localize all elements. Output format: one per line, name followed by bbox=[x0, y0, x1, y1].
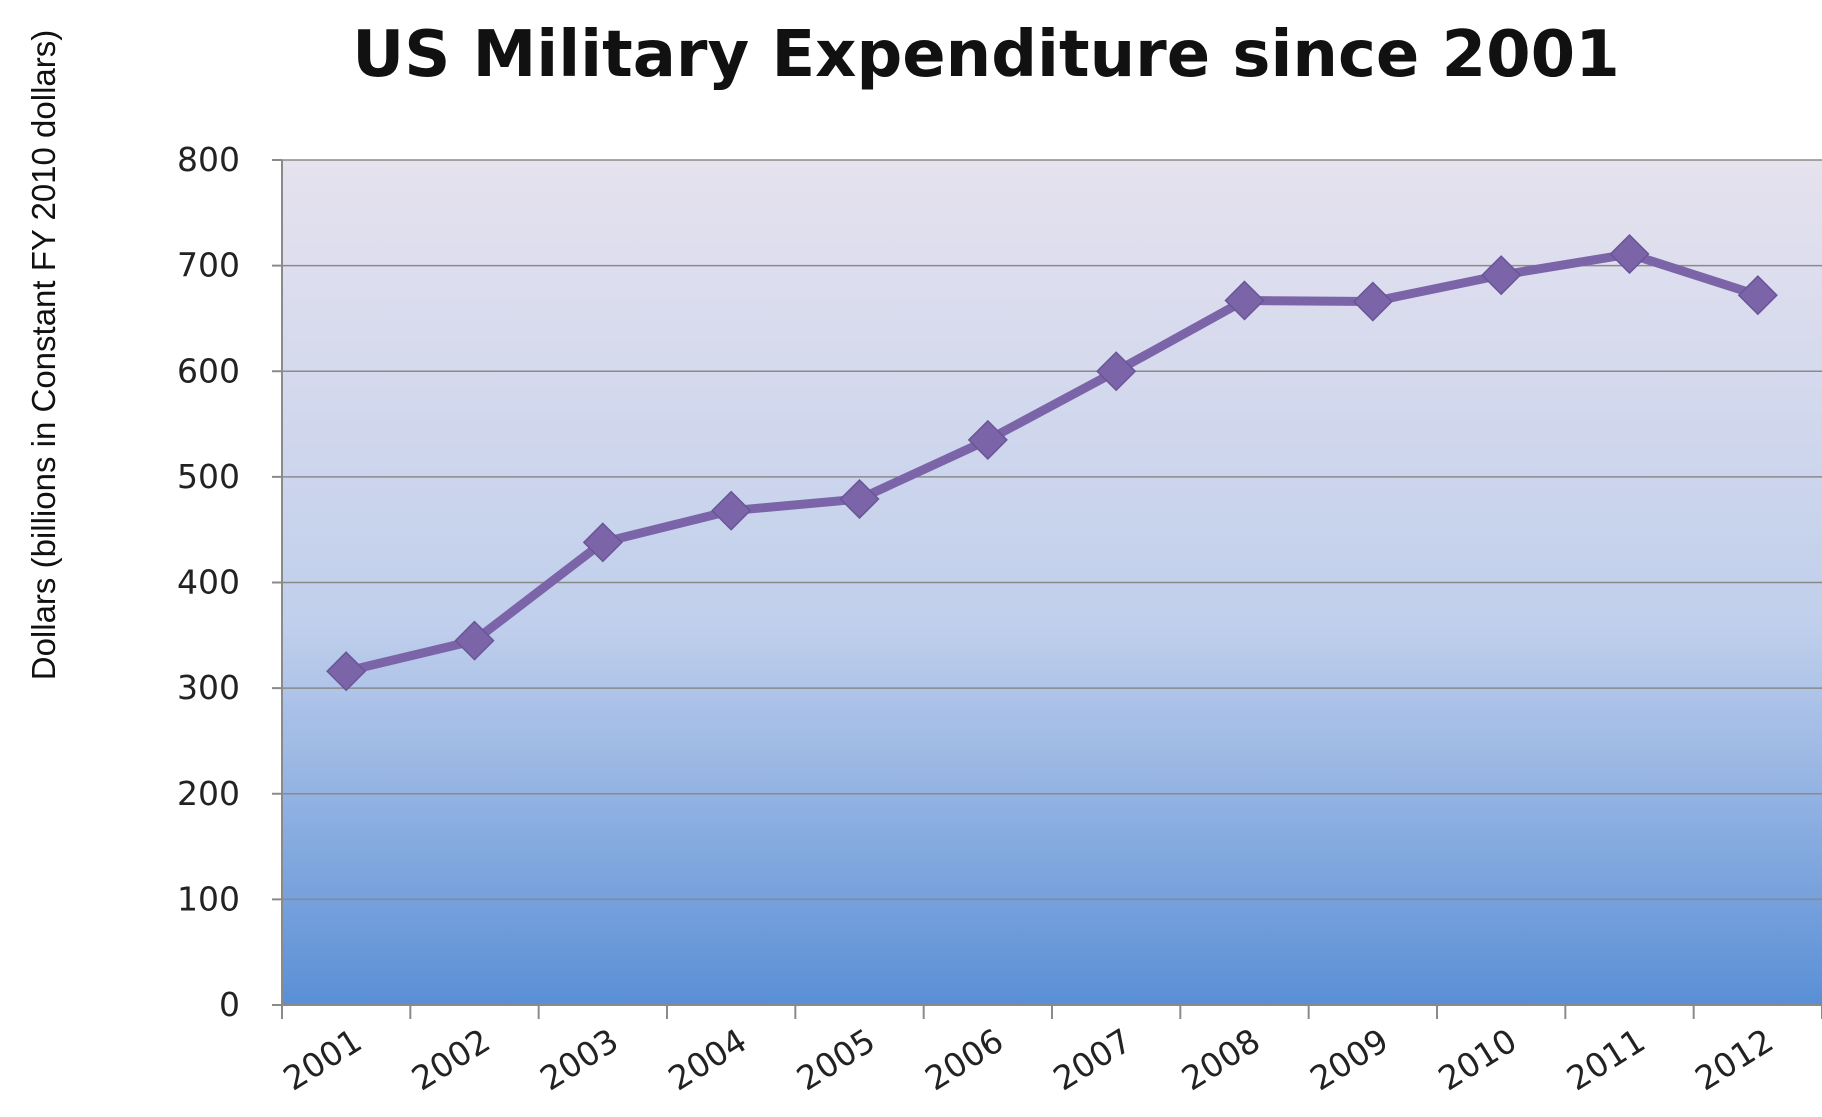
y-tick-label-0: 0 bbox=[219, 985, 240, 1024]
y-tick-labels: 0 100 200 300 400 500 600 700 800 bbox=[177, 140, 240, 1024]
data-point-2005 bbox=[839, 478, 880, 520]
y-tick-label-200: 200 bbox=[177, 774, 240, 813]
data-point-2008 bbox=[1224, 280, 1265, 321]
y-tick-label-400: 400 bbox=[177, 563, 240, 602]
x-tick-labels: 2001 2002 2003 2004 2005 2006 2007 2008 2009 2010… bbox=[277, 1021, 1781, 1099]
x-tick-label-2007: 2007 bbox=[1047, 1021, 1139, 1099]
chart-title: US Military Expenditure since 2001 bbox=[352, 18, 1620, 92]
x-tick-label-2010: 2010 bbox=[1432, 1021, 1524, 1099]
x-tick-label-2012: 2012 bbox=[1688, 1021, 1780, 1099]
data-point-2004 bbox=[711, 490, 752, 531]
x-tick-label-2003: 2003 bbox=[533, 1021, 625, 1099]
y-tick-label-100: 100 bbox=[177, 879, 240, 918]
x-tick-label-2002: 2002 bbox=[405, 1021, 497, 1099]
y-tick-label-500: 500 bbox=[177, 457, 240, 496]
x-tick-label-2004: 2004 bbox=[662, 1021, 754, 1099]
data-point-2003 bbox=[582, 522, 623, 563]
x-tick-label-2011: 2011 bbox=[1560, 1021, 1652, 1099]
data-point-2007 bbox=[1096, 351, 1137, 392]
data-series bbox=[326, 233, 1778, 692]
y-tick-label-700: 700 bbox=[177, 246, 240, 285]
data-point-2011 bbox=[1609, 233, 1650, 275]
x-tick-label-2005: 2005 bbox=[790, 1021, 882, 1099]
data-point-2012 bbox=[1737, 275, 1778, 316]
x-tick-label-2006: 2006 bbox=[918, 1021, 1010, 1099]
series-line bbox=[341, 249, 1763, 676]
data-point-2010 bbox=[1481, 255, 1522, 296]
data-point-2009 bbox=[1352, 281, 1393, 322]
data-point-2001 bbox=[326, 651, 367, 692]
x-tick-label-2009: 2009 bbox=[1303, 1021, 1395, 1099]
y-tick-label-300: 300 bbox=[177, 668, 240, 707]
y-tick-label-800: 800 bbox=[177, 140, 240, 179]
x-tick-label-2001: 2001 bbox=[277, 1021, 369, 1099]
gridlines bbox=[272, 159, 1822, 1006]
y-tick-label-600: 600 bbox=[177, 351, 240, 390]
axes bbox=[281, 160, 1822, 1019]
x-tick-label-2008: 2008 bbox=[1175, 1021, 1267, 1099]
data-point-2006 bbox=[967, 419, 1008, 460]
data-point-2002 bbox=[454, 620, 495, 661]
